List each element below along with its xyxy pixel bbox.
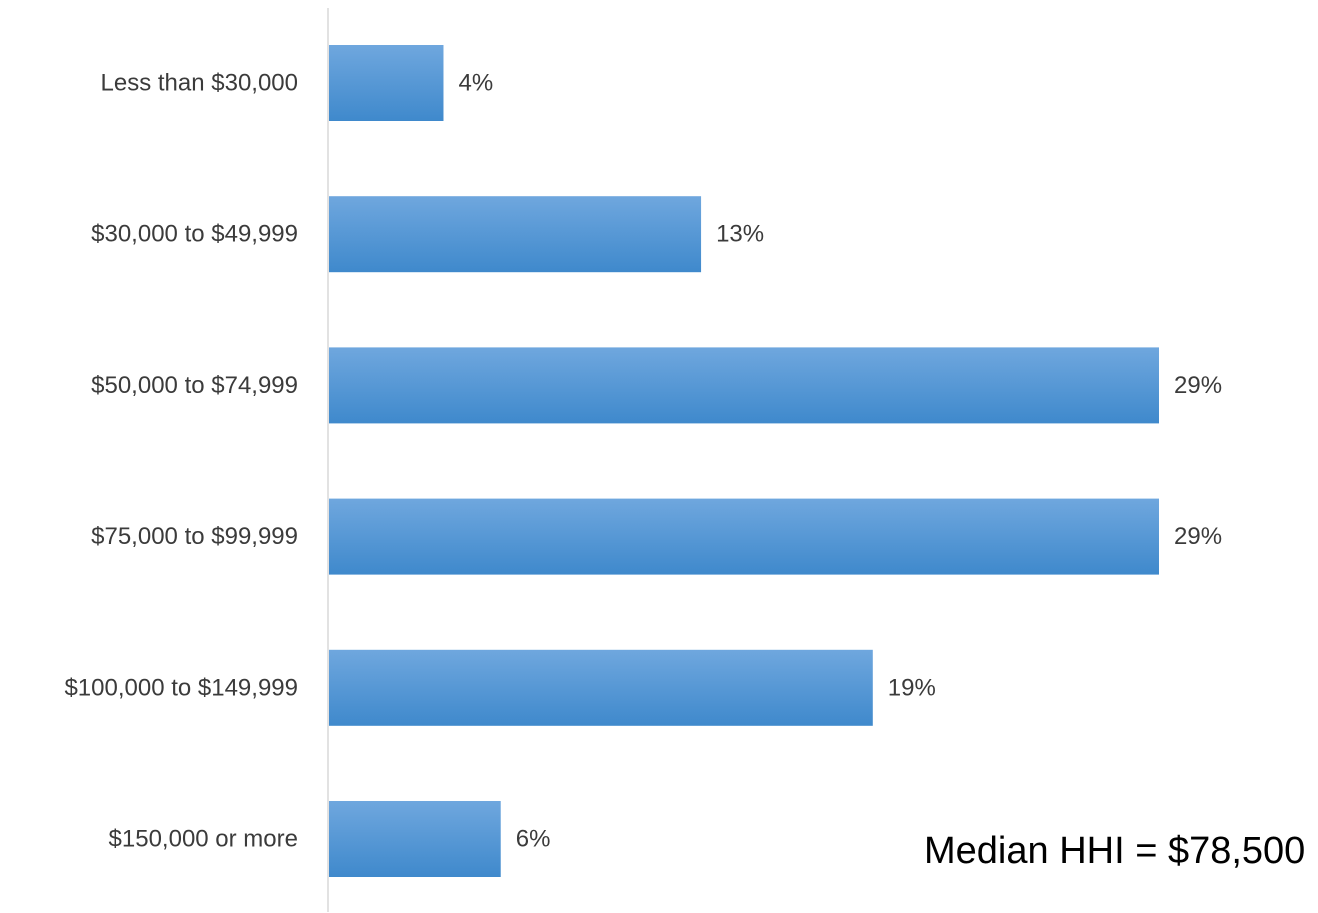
bar-4 [329,649,873,726]
category-label-1: $30,000 to $49,999 [91,221,298,248]
bars-group [329,45,1159,877]
value-label-1: 13% [716,221,764,248]
bar-2 [329,347,1159,424]
category-label-2: $50,000 to $74,999 [91,372,298,399]
value-label-2: 29% [1174,372,1222,399]
value-label-5: 6% [516,826,551,853]
bar-3 [329,498,1159,575]
value-label-0: 4% [458,70,493,97]
bar-0 [329,45,444,121]
value-label-3: 29% [1174,523,1222,550]
value-label-4: 19% [888,674,936,701]
bar-1 [329,196,702,273]
category-label-5: $150,000 or more [109,826,298,853]
category-label-4: $100,000 to $149,999 [64,674,298,701]
value-labels-group: 4% 13% 29% 29% 19% 6% [458,70,1222,853]
bar-5 [329,801,501,877]
category-label-3: $75,000 to $99,999 [91,523,298,550]
median-annotation: Median HHI = $78,500 [924,830,1306,872]
category-labels-group: Less than $30,000 $30,000 to $49,999 $50,0… [64,70,298,853]
category-label-0: Less than $30,000 [101,70,299,97]
